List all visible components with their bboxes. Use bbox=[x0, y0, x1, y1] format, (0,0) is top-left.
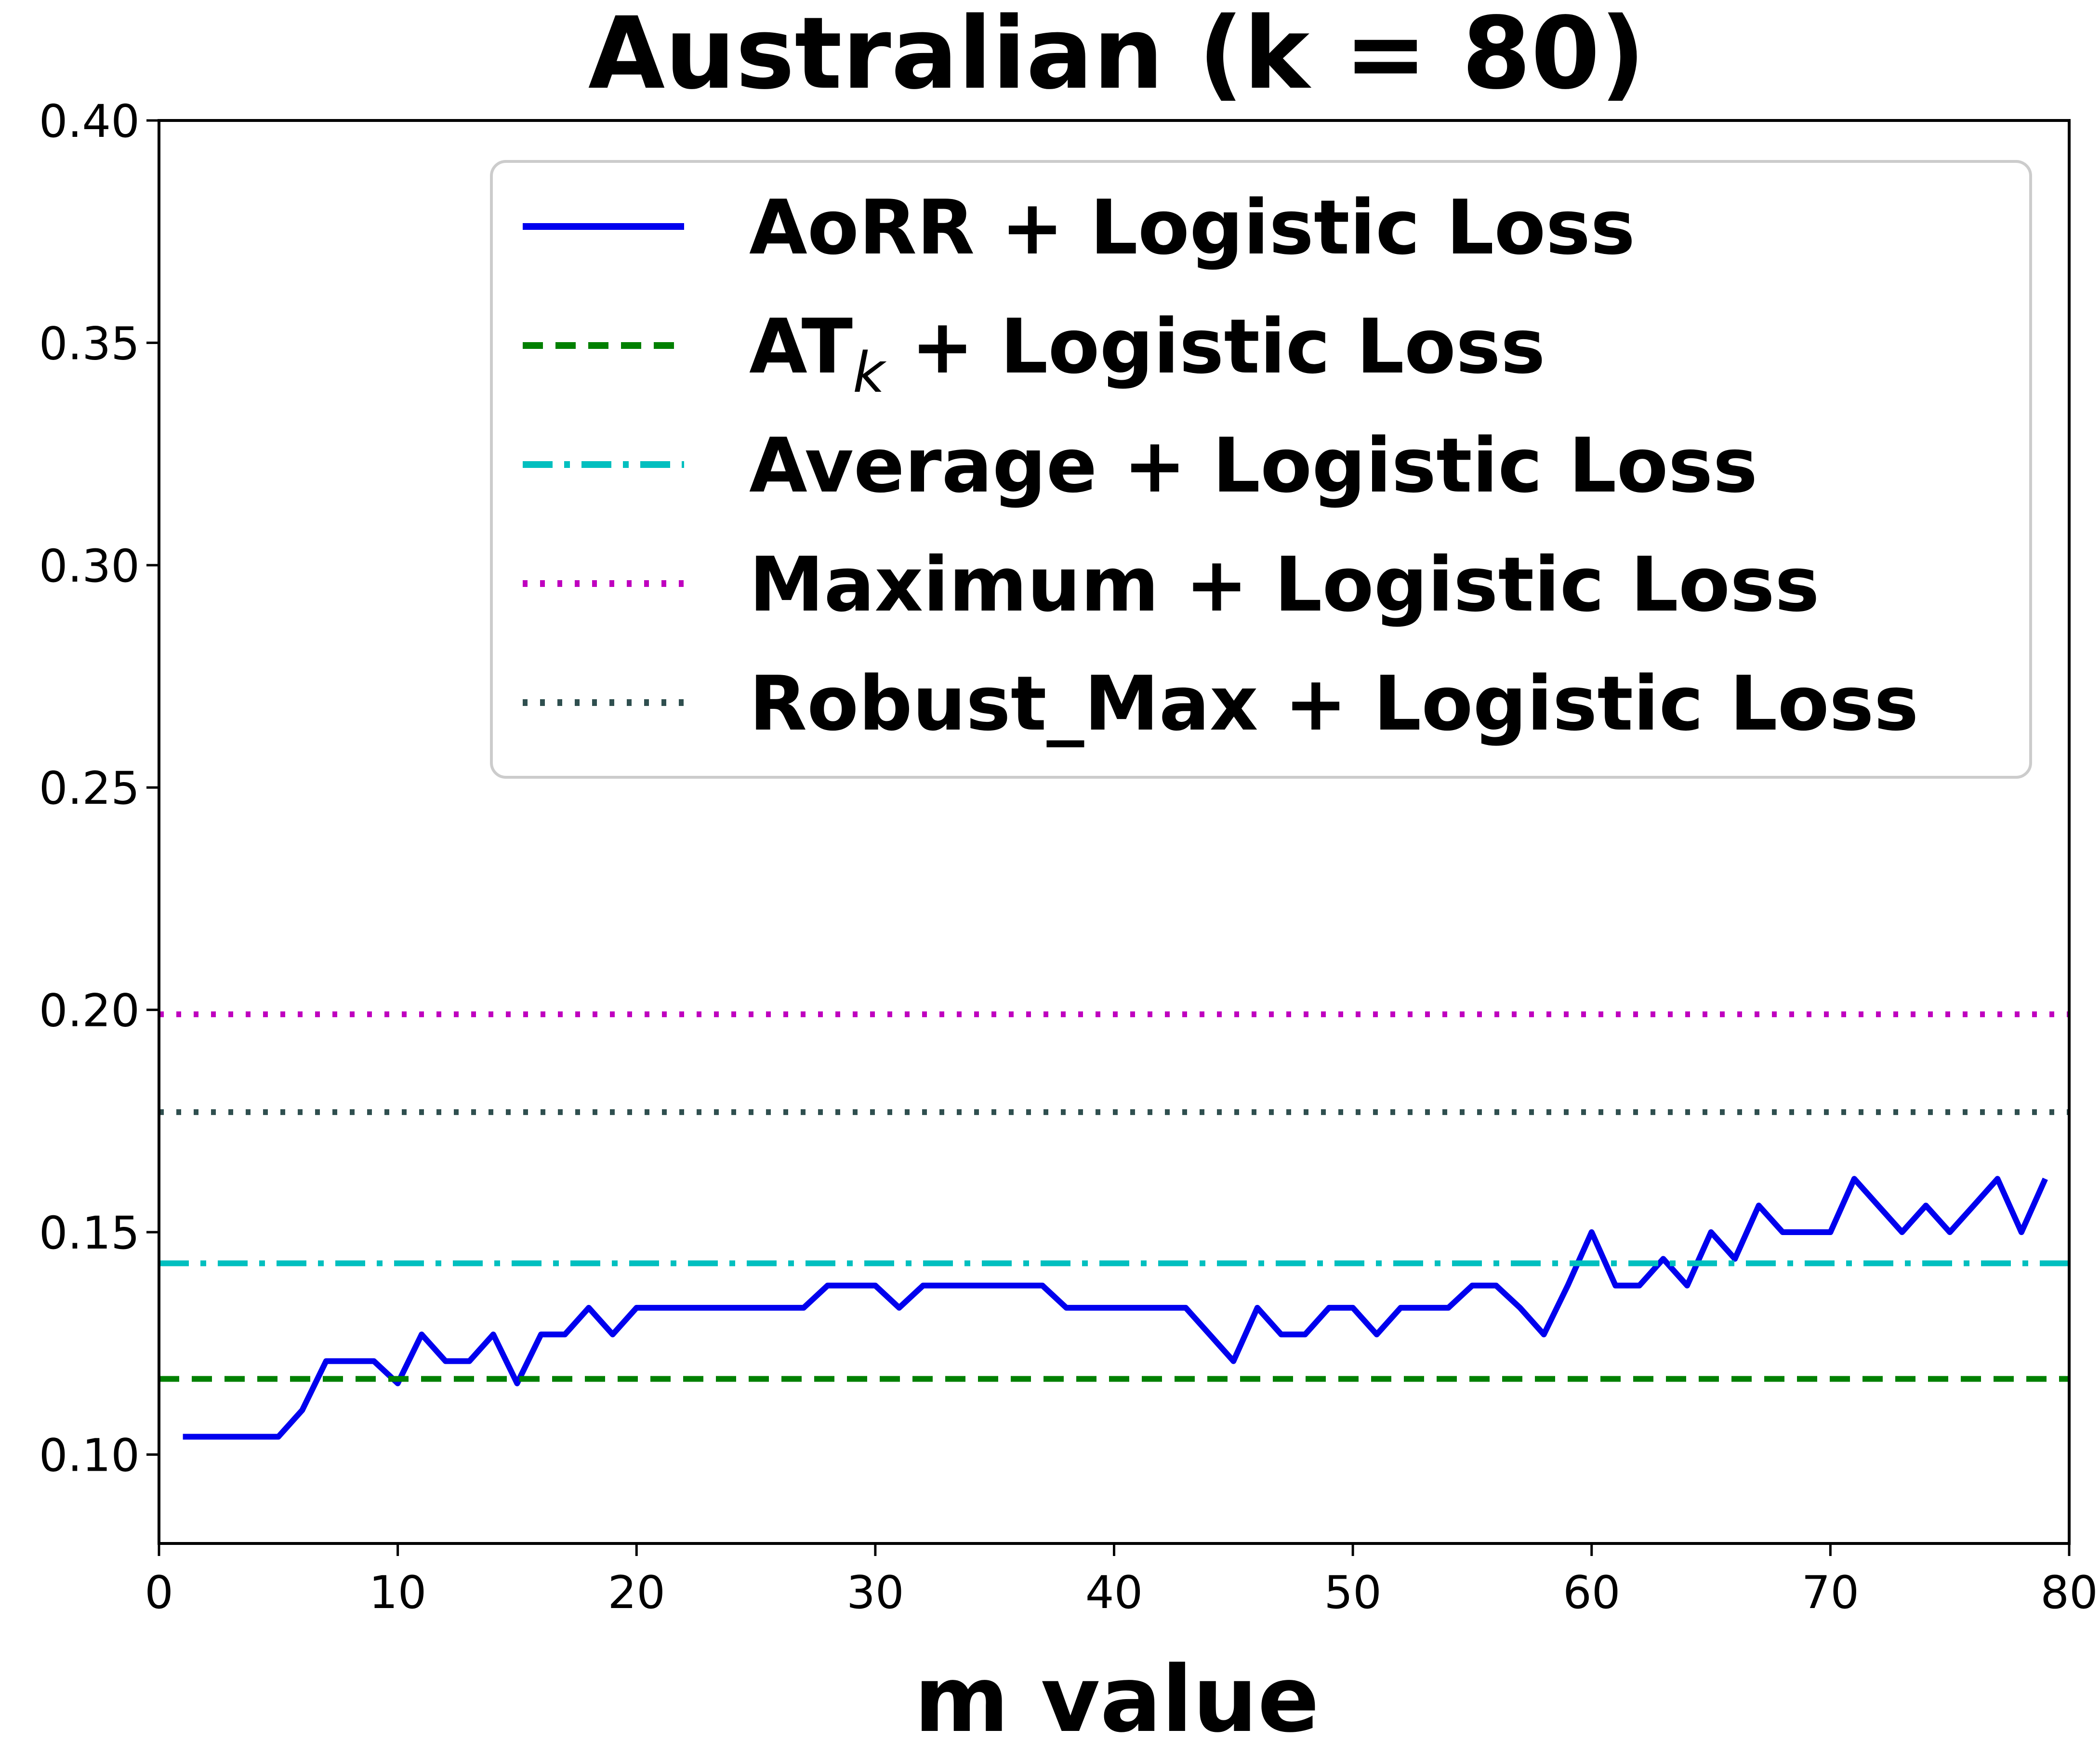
x-tick-label: 10 bbox=[369, 1567, 427, 1619]
y-tick-label: 0.10 bbox=[39, 1429, 140, 1482]
legend-label-0: AoRR + Logistic Loss bbox=[749, 184, 1635, 271]
legend: AoRR + Logistic Loss ATk + Logistic Loss A… bbox=[490, 160, 2032, 779]
x-tick-label: 60 bbox=[1563, 1567, 1621, 1619]
y-tick-label: 0.20 bbox=[39, 985, 140, 1037]
legend-label-2: Average + Logistic Loss bbox=[749, 422, 1757, 509]
y-tick-label: 0.35 bbox=[39, 318, 140, 370]
y-tick-label: 0.30 bbox=[39, 540, 140, 593]
x-axis-label: m value bbox=[914, 1647, 1320, 1742]
series-line-0 bbox=[183, 1176, 2048, 1440]
x-tick-label: 30 bbox=[846, 1567, 904, 1619]
legend-label-4: Robust_Max + Logistic Loss bbox=[749, 660, 1919, 747]
legend-label-1: ATk + Logistic Loss bbox=[749, 303, 1545, 405]
legend-frame bbox=[490, 160, 2032, 779]
plot-area bbox=[159, 1011, 2069, 1440]
legend-items: AoRR + Logistic Loss ATk + Logistic Loss A… bbox=[523, 184, 1919, 747]
x-tick-label: 70 bbox=[1802, 1567, 1860, 1619]
y-axis: 0.10 0.15 0.20 0.25 0.30 0.35 0.40 bbox=[39, 95, 159, 1482]
y-tick-label: 0.25 bbox=[39, 762, 140, 815]
legend-label-3: Maximum + Logistic Loss bbox=[749, 541, 1820, 628]
chart-title: Australian (k = 80) bbox=[588, 0, 1645, 111]
x-tick-label: 80 bbox=[2040, 1567, 2098, 1619]
x-tick-label: 50 bbox=[1324, 1567, 1382, 1619]
x-axis: 0 10 20 30 40 50 60 70 80 bbox=[145, 1543, 2098, 1619]
x-tick-label: 20 bbox=[608, 1567, 665, 1619]
x-tick-label: 0 bbox=[145, 1567, 173, 1619]
y-tick-label: 0.40 bbox=[39, 95, 140, 148]
y-tick-label: 0.15 bbox=[39, 1207, 140, 1260]
x-tick-label: 40 bbox=[1085, 1567, 1143, 1619]
